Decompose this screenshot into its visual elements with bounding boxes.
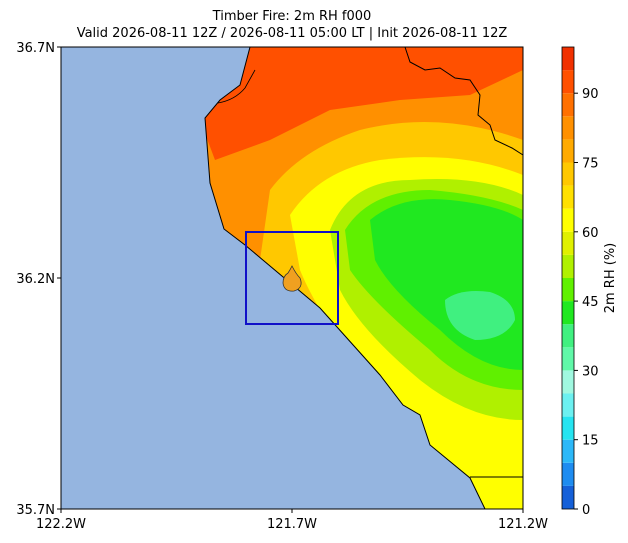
colorbar-tick-label: 90 [582,87,599,102]
colorbar-tick-label: 30 [582,364,599,379]
y-tick-label: 36.7N [16,41,55,56]
colorbar-segment [562,324,574,348]
border [404,46,524,156]
colorbar-segment [562,139,574,163]
fire-icon [282,265,302,292]
colorbar-segment [562,70,574,94]
fire-box [245,231,339,325]
y-tick-label: 36.2N [16,272,55,287]
colorbar-segment [562,185,574,209]
chart-subtitle: Valid 2026-08-11 12Z / 2026-08-11 05:00 … [77,26,508,41]
colorbar-segment [562,416,574,440]
colorbar-tick-label: 75 [582,157,599,172]
colorbar-segment [562,162,574,186]
colorbar-tick-label: 0 [582,503,590,518]
colorbar-segment [562,278,574,302]
colorbar-segment [562,208,574,232]
colorbar-tick-label: 45 [582,295,599,310]
colorbar-segment [562,370,574,394]
colorbar-segment [562,231,574,255]
x-tick-label: 121.7W [267,517,317,532]
map [60,46,524,510]
colorbar-tick-label: 15 [582,434,599,449]
colorbar-segment [562,254,574,278]
border [217,69,256,104]
colorbar-segment [562,485,574,509]
x-tick-label: 121.2W [498,517,548,532]
colorbar-tick-label: 60 [582,226,599,241]
colorbar-segment [562,47,574,71]
rh-field [205,47,523,509]
axes: 122.2W 121.7W 121.2W 35.7N 36.2N 36.7N [16,41,548,532]
colorbar-label: 2m RH (%) [603,243,618,314]
coastline [204,46,486,510]
y-tick-label: 35.7N [16,503,55,518]
colorbar-segment [562,439,574,463]
colorbar-segment [562,462,574,486]
colorbar: 0 15 30 45 60 75 90 [561,46,599,518]
x-tick-label: 122.2W [36,517,86,532]
colorbar-segment [562,347,574,371]
colorbar-segment [562,116,574,140]
chart-title: Timber Fire: 2m RH f000 [212,9,372,24]
colorbar-frame [561,46,575,510]
colorbar-segment [562,393,574,417]
colorbar-segment [562,93,574,117]
colorbar-segment [562,301,574,325]
